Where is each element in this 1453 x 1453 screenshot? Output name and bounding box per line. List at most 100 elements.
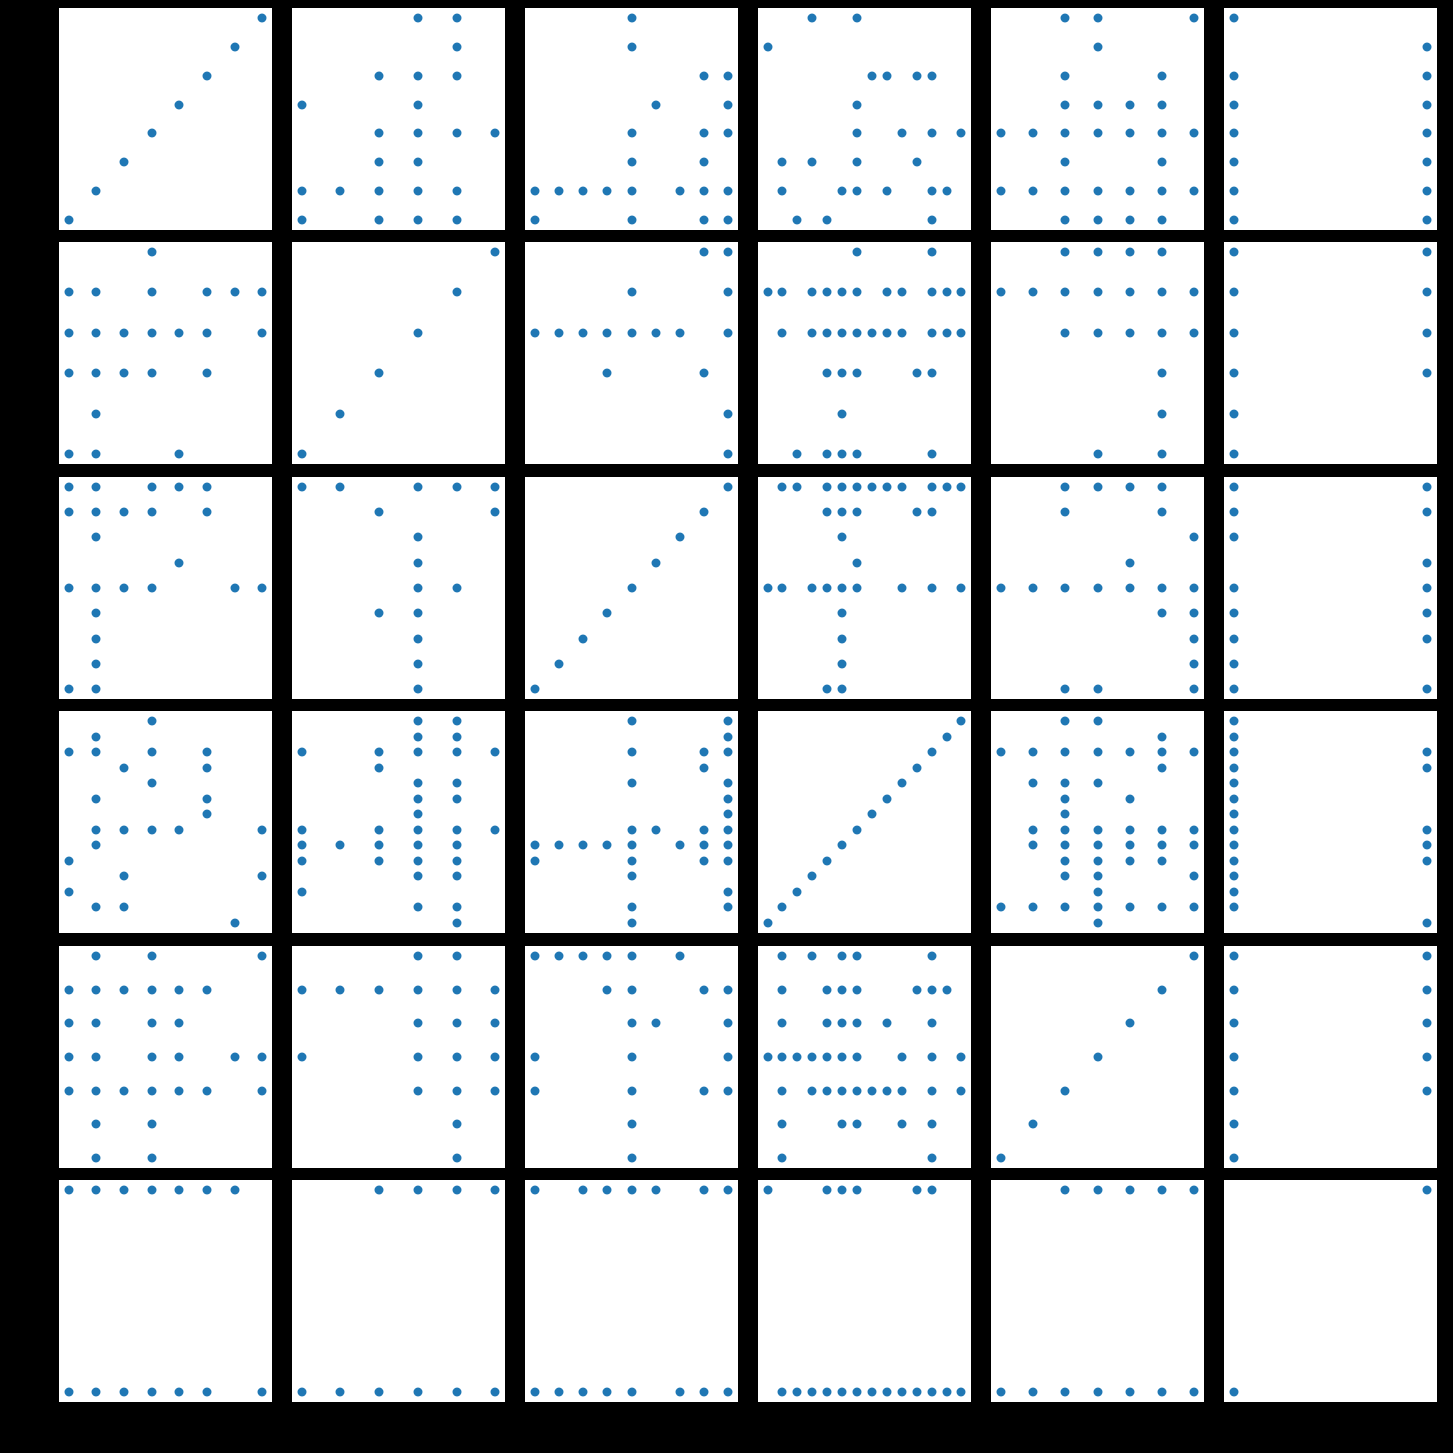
data-point — [763, 918, 773, 928]
data-point — [822, 856, 832, 866]
data-point — [912, 368, 922, 378]
data-point — [996, 128, 1006, 138]
data-point — [413, 856, 423, 866]
data-point — [1093, 716, 1102, 726]
data-point — [927, 215, 937, 225]
data-point — [912, 763, 922, 773]
data-point — [64, 684, 74, 694]
data-point — [297, 840, 307, 850]
data-point — [1189, 871, 1199, 881]
data-point — [627, 287, 636, 297]
subplot-r2c5 — [991, 242, 1204, 464]
data-point — [1229, 71, 1239, 81]
data-point — [452, 186, 462, 196]
data-point — [64, 482, 74, 492]
data-point — [452, 128, 462, 138]
data-point — [627, 778, 636, 788]
data-point — [822, 1052, 832, 1062]
data-point — [627, 1086, 636, 1096]
data-point — [882, 1387, 892, 1397]
subplot-r6c5 — [991, 1180, 1204, 1402]
data-point — [119, 1185, 129, 1195]
subplot-r6c3 — [525, 1180, 738, 1402]
data-point — [1093, 871, 1102, 881]
data-point — [530, 1387, 540, 1397]
data-point — [297, 215, 307, 225]
data-point — [723, 100, 733, 110]
data-point — [1229, 608, 1239, 618]
data-point — [852, 1018, 862, 1028]
subplot-r1c1 — [59, 8, 272, 230]
data-point — [490, 1018, 500, 1028]
data-point — [837, 951, 847, 961]
data-point — [852, 558, 862, 568]
data-point — [297, 825, 307, 835]
data-point — [927, 1119, 937, 1129]
data-point — [452, 1086, 462, 1096]
data-point — [807, 1052, 817, 1062]
data-point — [837, 449, 847, 459]
data-point — [297, 985, 307, 995]
data-point — [651, 1185, 661, 1195]
subplot-r2c4 — [758, 242, 971, 464]
data-point — [64, 747, 74, 757]
data-point — [602, 1387, 612, 1397]
data-point — [1060, 100, 1070, 110]
data-point — [1028, 186, 1038, 196]
data-point — [822, 287, 832, 297]
subplot-r5c4 — [758, 946, 971, 1168]
data-point — [837, 1086, 847, 1096]
data-point — [147, 507, 157, 517]
data-point — [723, 794, 733, 804]
data-point — [1422, 42, 1432, 52]
data-point — [147, 985, 157, 995]
data-point — [1422, 215, 1432, 225]
data-point — [1125, 328, 1135, 338]
data-point — [1093, 247, 1102, 257]
data-point — [91, 1185, 101, 1195]
data-point — [452, 1018, 462, 1028]
data-point — [723, 186, 733, 196]
data-point — [1060, 825, 1070, 835]
data-point — [413, 732, 423, 742]
data-point — [942, 985, 951, 995]
data-point — [147, 287, 157, 297]
data-point — [1028, 825, 1038, 835]
data-point — [413, 558, 423, 568]
data-point — [413, 659, 423, 669]
data-point — [413, 1018, 423, 1028]
data-point — [230, 1052, 240, 1062]
data-point — [1229, 128, 1239, 138]
data-point — [1093, 328, 1102, 338]
data-point — [1028, 778, 1038, 788]
data-point — [912, 1387, 922, 1397]
data-point — [1125, 1185, 1135, 1195]
data-point — [627, 856, 636, 866]
data-point — [792, 482, 802, 492]
data-point — [807, 1387, 817, 1397]
data-point — [91, 732, 101, 742]
data-point — [1229, 809, 1239, 819]
data-point — [1060, 1387, 1070, 1397]
data-point — [627, 951, 636, 961]
data-point — [897, 328, 907, 338]
data-point — [1060, 507, 1070, 517]
data-point — [374, 71, 384, 81]
data-point — [490, 1185, 500, 1195]
data-point — [1189, 532, 1199, 542]
data-point — [413, 634, 423, 643]
data-point — [554, 840, 564, 850]
data-point — [852, 186, 862, 196]
data-point — [91, 186, 101, 196]
data-point — [257, 1387, 267, 1397]
data-point — [837, 1052, 847, 1062]
data-point — [723, 482, 733, 492]
data-point — [996, 1387, 1006, 1397]
data-point — [452, 840, 462, 850]
data-point — [822, 1018, 832, 1028]
data-point — [147, 328, 157, 338]
data-point — [64, 856, 74, 866]
data-point — [1422, 1018, 1432, 1028]
subplot-r5c6 — [1224, 946, 1437, 1168]
data-point — [602, 840, 612, 850]
